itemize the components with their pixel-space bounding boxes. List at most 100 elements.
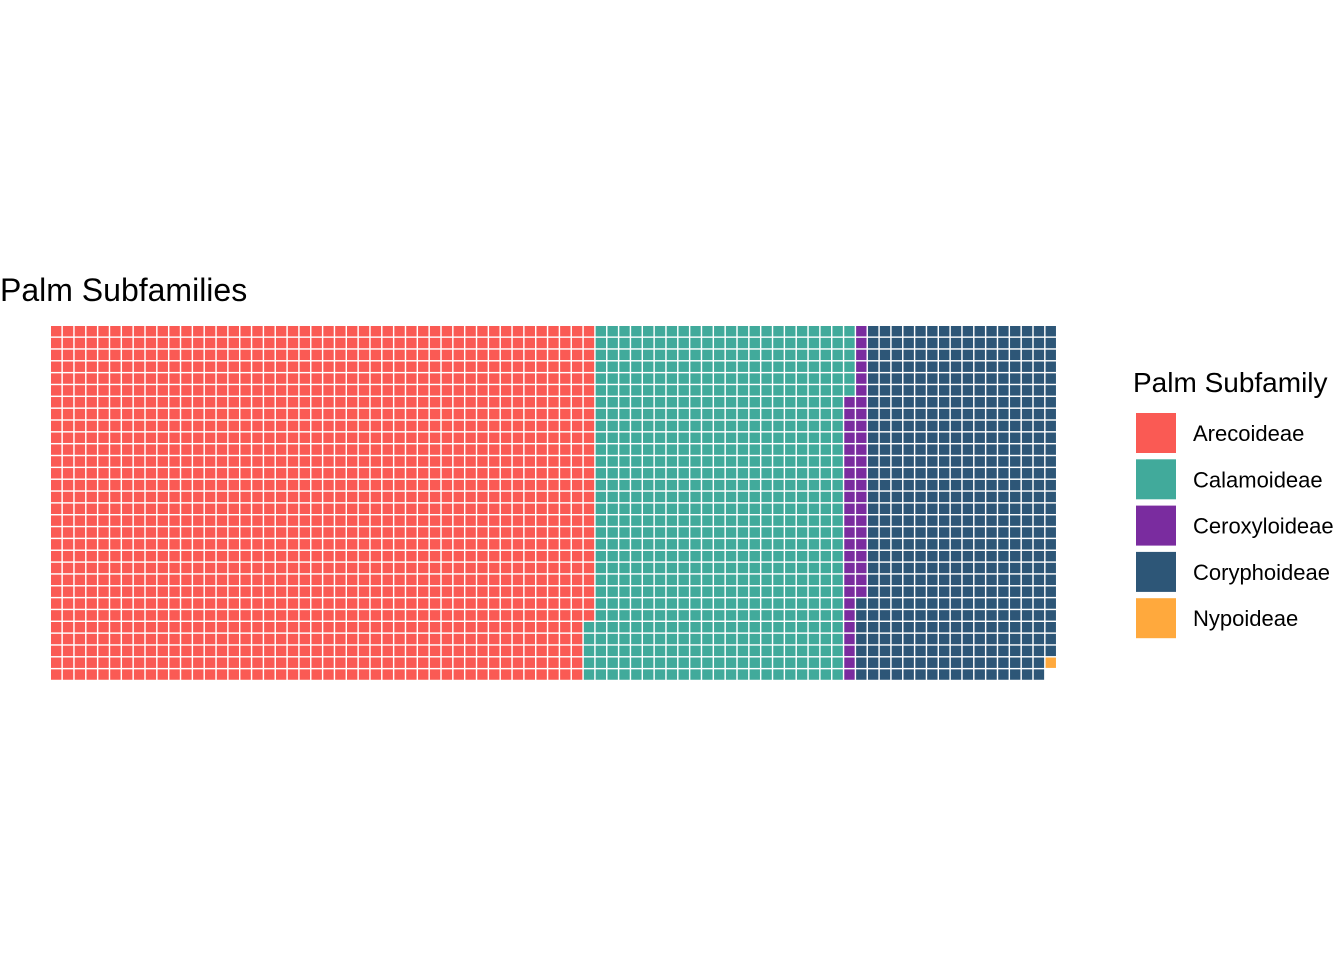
waffle-cell-arecoideae xyxy=(441,432,453,443)
waffle-cell-arecoideae xyxy=(204,385,216,396)
waffle-cell-arecoideae xyxy=(406,622,417,633)
waffle-cell-arecoideae xyxy=(429,622,441,633)
waffle-cell-arecoideae xyxy=(560,373,571,384)
waffle-cell-calamoideae xyxy=(832,491,843,503)
waffle-cell-arecoideae xyxy=(347,515,358,526)
waffle-cell-arecoideae xyxy=(204,657,216,668)
waffle-cell-calamoideae xyxy=(808,361,820,372)
waffle-cell-coryphoideae xyxy=(986,645,997,657)
waffle-cell-coryphoideae xyxy=(903,562,914,574)
waffle-cell-arecoideae xyxy=(465,622,476,633)
waffle-cell-coryphoideae xyxy=(1033,420,1045,432)
waffle-cell-arecoideae xyxy=(370,503,382,514)
waffle-cell-arecoideae xyxy=(299,491,311,503)
waffle-cell-arecoideae xyxy=(62,468,74,479)
waffle-cell-arecoideae xyxy=(358,515,370,526)
waffle-cell-arecoideae xyxy=(299,562,311,574)
waffle-cell-calamoideae xyxy=(785,456,796,467)
waffle-cell-coryphoideae xyxy=(867,657,879,668)
waffle-cell-arecoideae xyxy=(560,385,571,396)
waffle-cell-arecoideae xyxy=(441,479,453,491)
waffle-cell-arecoideae xyxy=(512,397,524,408)
waffle-cell-arecoideae xyxy=(524,479,535,491)
waffle-cell-arecoideae xyxy=(51,610,62,621)
waffle-cell-calamoideae xyxy=(631,610,642,621)
waffle-cell-arecoideae xyxy=(181,539,192,550)
waffle-cell-arecoideae xyxy=(524,539,535,550)
waffle-cell-coryphoideae xyxy=(939,539,950,550)
waffle-cell-calamoideae xyxy=(654,527,666,538)
waffle-cell-coryphoideae xyxy=(1021,385,1033,396)
waffle-cell-arecoideae xyxy=(62,349,74,361)
waffle-cell-coryphoideae xyxy=(974,491,985,503)
waffle-cell-calamoideae xyxy=(844,385,855,396)
waffle-cell-arecoideae xyxy=(62,503,74,514)
waffle-cell-coryphoideae xyxy=(986,479,997,491)
waffle-cell-coryphoideae xyxy=(903,456,914,467)
waffle-cell-arecoideae xyxy=(465,657,476,668)
waffle-cell-arecoideae xyxy=(287,385,299,396)
waffle-cell-arecoideae xyxy=(275,633,287,645)
waffle-cell-arecoideae xyxy=(512,539,524,550)
waffle-cell-arecoideae xyxy=(110,361,121,372)
waffle-cell-arecoideae xyxy=(370,586,382,597)
waffle-cell-ceroxyloideae xyxy=(844,432,855,443)
waffle-cell-coryphoideae xyxy=(867,444,879,455)
waffle-cell-coryphoideae xyxy=(1045,598,1056,609)
waffle-cell-arecoideae xyxy=(264,527,275,538)
waffle-cell-coryphoideae xyxy=(867,491,879,503)
waffle-cell-coryphoideae xyxy=(998,337,1009,349)
waffle-cell-arecoideae xyxy=(406,456,417,467)
waffle-cell-arecoideae xyxy=(157,669,168,680)
waffle-cell-arecoideae xyxy=(524,361,535,372)
waffle-cell-arecoideae xyxy=(252,645,263,657)
waffle-cell-arecoideae xyxy=(429,527,441,538)
waffle-cell-calamoideae xyxy=(666,503,678,514)
waffle-cell-coryphoideae xyxy=(950,669,962,680)
waffle-cell-ceroxyloideae xyxy=(844,420,855,432)
waffle-cell-arecoideae xyxy=(418,456,429,467)
waffle-cell-calamoideae xyxy=(714,574,725,586)
waffle-cell-arecoideae xyxy=(441,349,453,361)
waffle-cell-arecoideae xyxy=(382,432,393,443)
waffle-cell-arecoideae xyxy=(453,420,464,432)
legend-label-coryphoideae: Coryphoideae xyxy=(1193,560,1330,585)
waffle-cell-arecoideae xyxy=(169,598,180,609)
waffle-cell-ceroxyloideae xyxy=(856,491,867,503)
waffle-cell-arecoideae xyxy=(228,669,239,680)
waffle-cell-arecoideae xyxy=(370,550,382,562)
waffle-cell-calamoideae xyxy=(761,408,772,420)
waffle-cell-arecoideae xyxy=(216,326,228,337)
waffle-cell-calamoideae xyxy=(595,444,607,455)
waffle-cell-arecoideae xyxy=(122,385,133,396)
waffle-cell-arecoideae xyxy=(571,468,583,479)
waffle-cell-coryphoideae xyxy=(939,515,950,526)
waffle-cell-arecoideae xyxy=(204,503,216,514)
waffle-cell-arecoideae xyxy=(571,432,583,443)
waffle-cell-arecoideae xyxy=(489,456,500,467)
waffle-cell-calamoideae xyxy=(820,503,831,514)
waffle-cell-coryphoideae xyxy=(1045,645,1056,657)
waffle-cell-calamoideae xyxy=(607,444,618,455)
waffle-cell-arecoideae xyxy=(311,361,322,372)
waffle-cell-arecoideae xyxy=(370,456,382,467)
waffle-cell-arecoideae xyxy=(133,562,145,574)
waffle-cell-calamoideae xyxy=(725,610,737,621)
waffle-cell-coryphoideae xyxy=(915,420,926,432)
waffle-cell-arecoideae xyxy=(406,408,417,420)
waffle-cell-coryphoideae xyxy=(1021,420,1033,432)
waffle-cell-coryphoideae xyxy=(903,385,914,396)
waffle-cell-arecoideae xyxy=(429,397,441,408)
waffle-cell-arecoideae xyxy=(524,598,535,609)
waffle-cell-coryphoideae xyxy=(1021,527,1033,538)
waffle-cell-arecoideae xyxy=(157,657,168,668)
waffle-cell-arecoideae xyxy=(429,574,441,586)
waffle-cell-calamoideae xyxy=(643,633,654,645)
waffle-cell-calamoideae xyxy=(725,479,737,491)
waffle-cell-calamoideae xyxy=(832,349,843,361)
waffle-cell-arecoideae xyxy=(157,586,168,597)
waffle-cell-calamoideae xyxy=(832,361,843,372)
waffle-cell-arecoideae xyxy=(51,550,62,562)
waffle-cell-coryphoideae xyxy=(927,598,938,609)
waffle-cell-arecoideae xyxy=(489,491,500,503)
